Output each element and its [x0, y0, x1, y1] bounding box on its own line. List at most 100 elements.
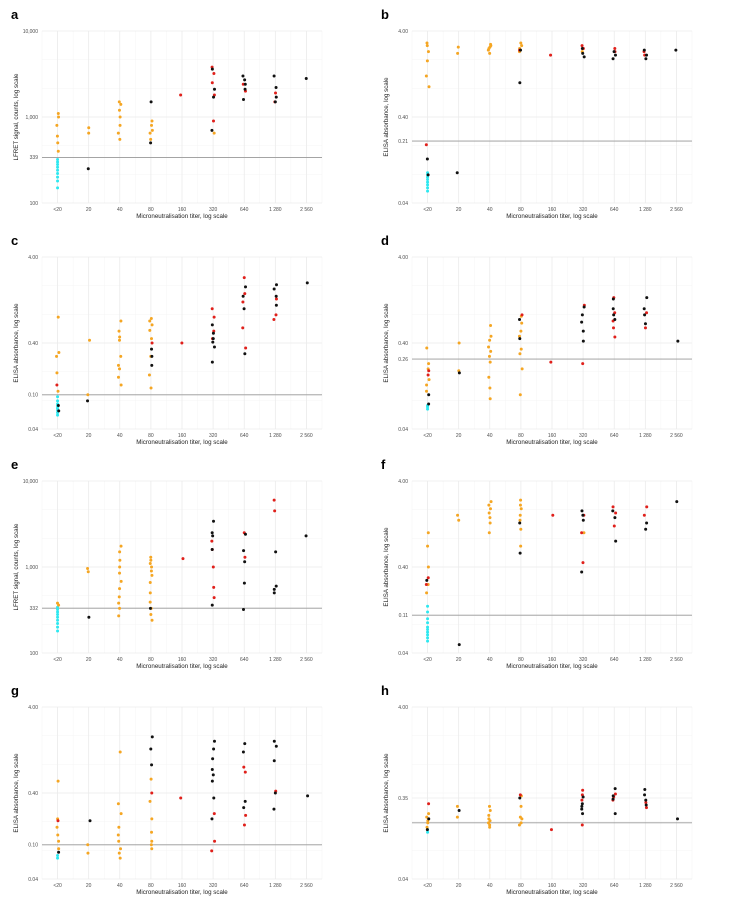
data-point-black [272, 74, 276, 78]
data-point-red [549, 360, 553, 364]
data-point-orange [117, 825, 121, 829]
data-point-orange [56, 389, 60, 393]
data-point-black [212, 87, 216, 91]
data-point-red [551, 513, 555, 517]
data-point-black [518, 318, 522, 322]
data-point-orange [519, 498, 523, 502]
data-point-orange [55, 371, 59, 375]
data-point-black [243, 560, 247, 564]
x-tick-label: 2 560 [300, 207, 313, 213]
data-point-black [149, 141, 153, 145]
x-tick-label: 80 [518, 433, 524, 439]
x-tick-label: 20 [86, 433, 92, 439]
data-point-cyan [56, 854, 60, 858]
data-point-orange [489, 349, 493, 353]
data-point-orange [426, 565, 430, 569]
data-point-orange [487, 817, 491, 821]
data-point-red [180, 341, 184, 345]
panel-letter: c [11, 233, 18, 248]
data-point-orange [487, 345, 491, 349]
y-tick-label: 100 [30, 651, 39, 657]
data-point-orange [425, 383, 429, 387]
data-point-black [581, 339, 585, 343]
data-point-black [580, 47, 584, 51]
data-point-black [644, 798, 648, 802]
data-point-cyan [426, 621, 430, 625]
data-point-orange [148, 131, 152, 135]
data-point-red [520, 313, 524, 317]
data-point-black [643, 793, 647, 797]
data-point-black [612, 50, 616, 54]
data-point-black [611, 297, 615, 301]
x-tick-label: 20 [456, 883, 462, 889]
data-point-black [241, 608, 245, 612]
data-point-red [150, 791, 154, 795]
data-point-cyan [426, 636, 430, 640]
data-point-orange [118, 115, 122, 119]
x-tick-label: 20 [86, 207, 92, 213]
x-tick-label: 40 [487, 657, 493, 663]
data-point-orange [86, 851, 90, 855]
data-point-orange [425, 44, 429, 48]
data-point-black [274, 283, 278, 287]
y-tick-label: 4.00 [398, 479, 408, 485]
data-point-red [179, 93, 183, 97]
data-point-red [241, 300, 245, 304]
data-point-orange [519, 527, 523, 531]
y-tick-label: 0.11 [399, 613, 409, 619]
data-point-orange [55, 134, 59, 138]
data-point-black [274, 95, 278, 99]
data-point-orange [427, 378, 431, 382]
data-point-orange [582, 531, 586, 535]
x-tick-label: 1 280 [639, 657, 652, 663]
data-point-black [212, 796, 216, 800]
data-point-orange [87, 131, 91, 135]
data-point-black [645, 296, 649, 300]
data-point-orange [427, 362, 431, 366]
data-point-black [149, 100, 153, 104]
data-point-orange [86, 843, 90, 847]
y-tick-label: 0.04 [28, 427, 38, 433]
x-tick-label: 320 [209, 657, 218, 663]
data-point-orange [425, 346, 429, 350]
data-point-black [581, 513, 585, 517]
y-tick-label: 0.04 [28, 877, 38, 883]
data-point-black [427, 393, 431, 397]
data-point-black [273, 791, 277, 795]
data-point-orange [425, 825, 429, 829]
data-point-red [274, 297, 278, 301]
x-axis-title: Microneutralisation titer, log scale [136, 213, 228, 220]
data-point-red [549, 828, 553, 832]
data-point-orange [518, 352, 522, 356]
x-tick-label: 640 [240, 433, 249, 439]
data-point-black [212, 95, 216, 99]
data-point-orange [147, 373, 151, 377]
data-point-orange [150, 839, 154, 843]
data-point-cyan [56, 413, 60, 417]
x-tick-label: 640 [610, 207, 619, 213]
data-point-black [150, 354, 154, 358]
y-tick-label: 0.40 [398, 341, 408, 347]
data-point-black [643, 322, 647, 326]
panel-letter: f [381, 457, 386, 472]
panel-letter: h [381, 683, 389, 698]
data-point-black [518, 81, 522, 85]
data-point-black [274, 303, 278, 307]
data-point-orange [117, 601, 121, 605]
data-point-orange [488, 338, 492, 342]
data-point-red [549, 53, 553, 57]
data-point-orange [518, 503, 522, 507]
data-point-black [242, 581, 246, 585]
data-point-black [582, 305, 586, 309]
x-tick-label: 160 [178, 657, 187, 663]
data-point-red [612, 326, 616, 330]
data-point-orange [119, 319, 123, 323]
data-point-orange [150, 618, 154, 622]
data-point-orange [86, 570, 90, 574]
data-point-black [274, 86, 278, 90]
data-point-black [581, 329, 585, 333]
data-point-cyan [56, 622, 60, 626]
data-point-orange [55, 354, 59, 358]
data-point-red [518, 793, 522, 797]
